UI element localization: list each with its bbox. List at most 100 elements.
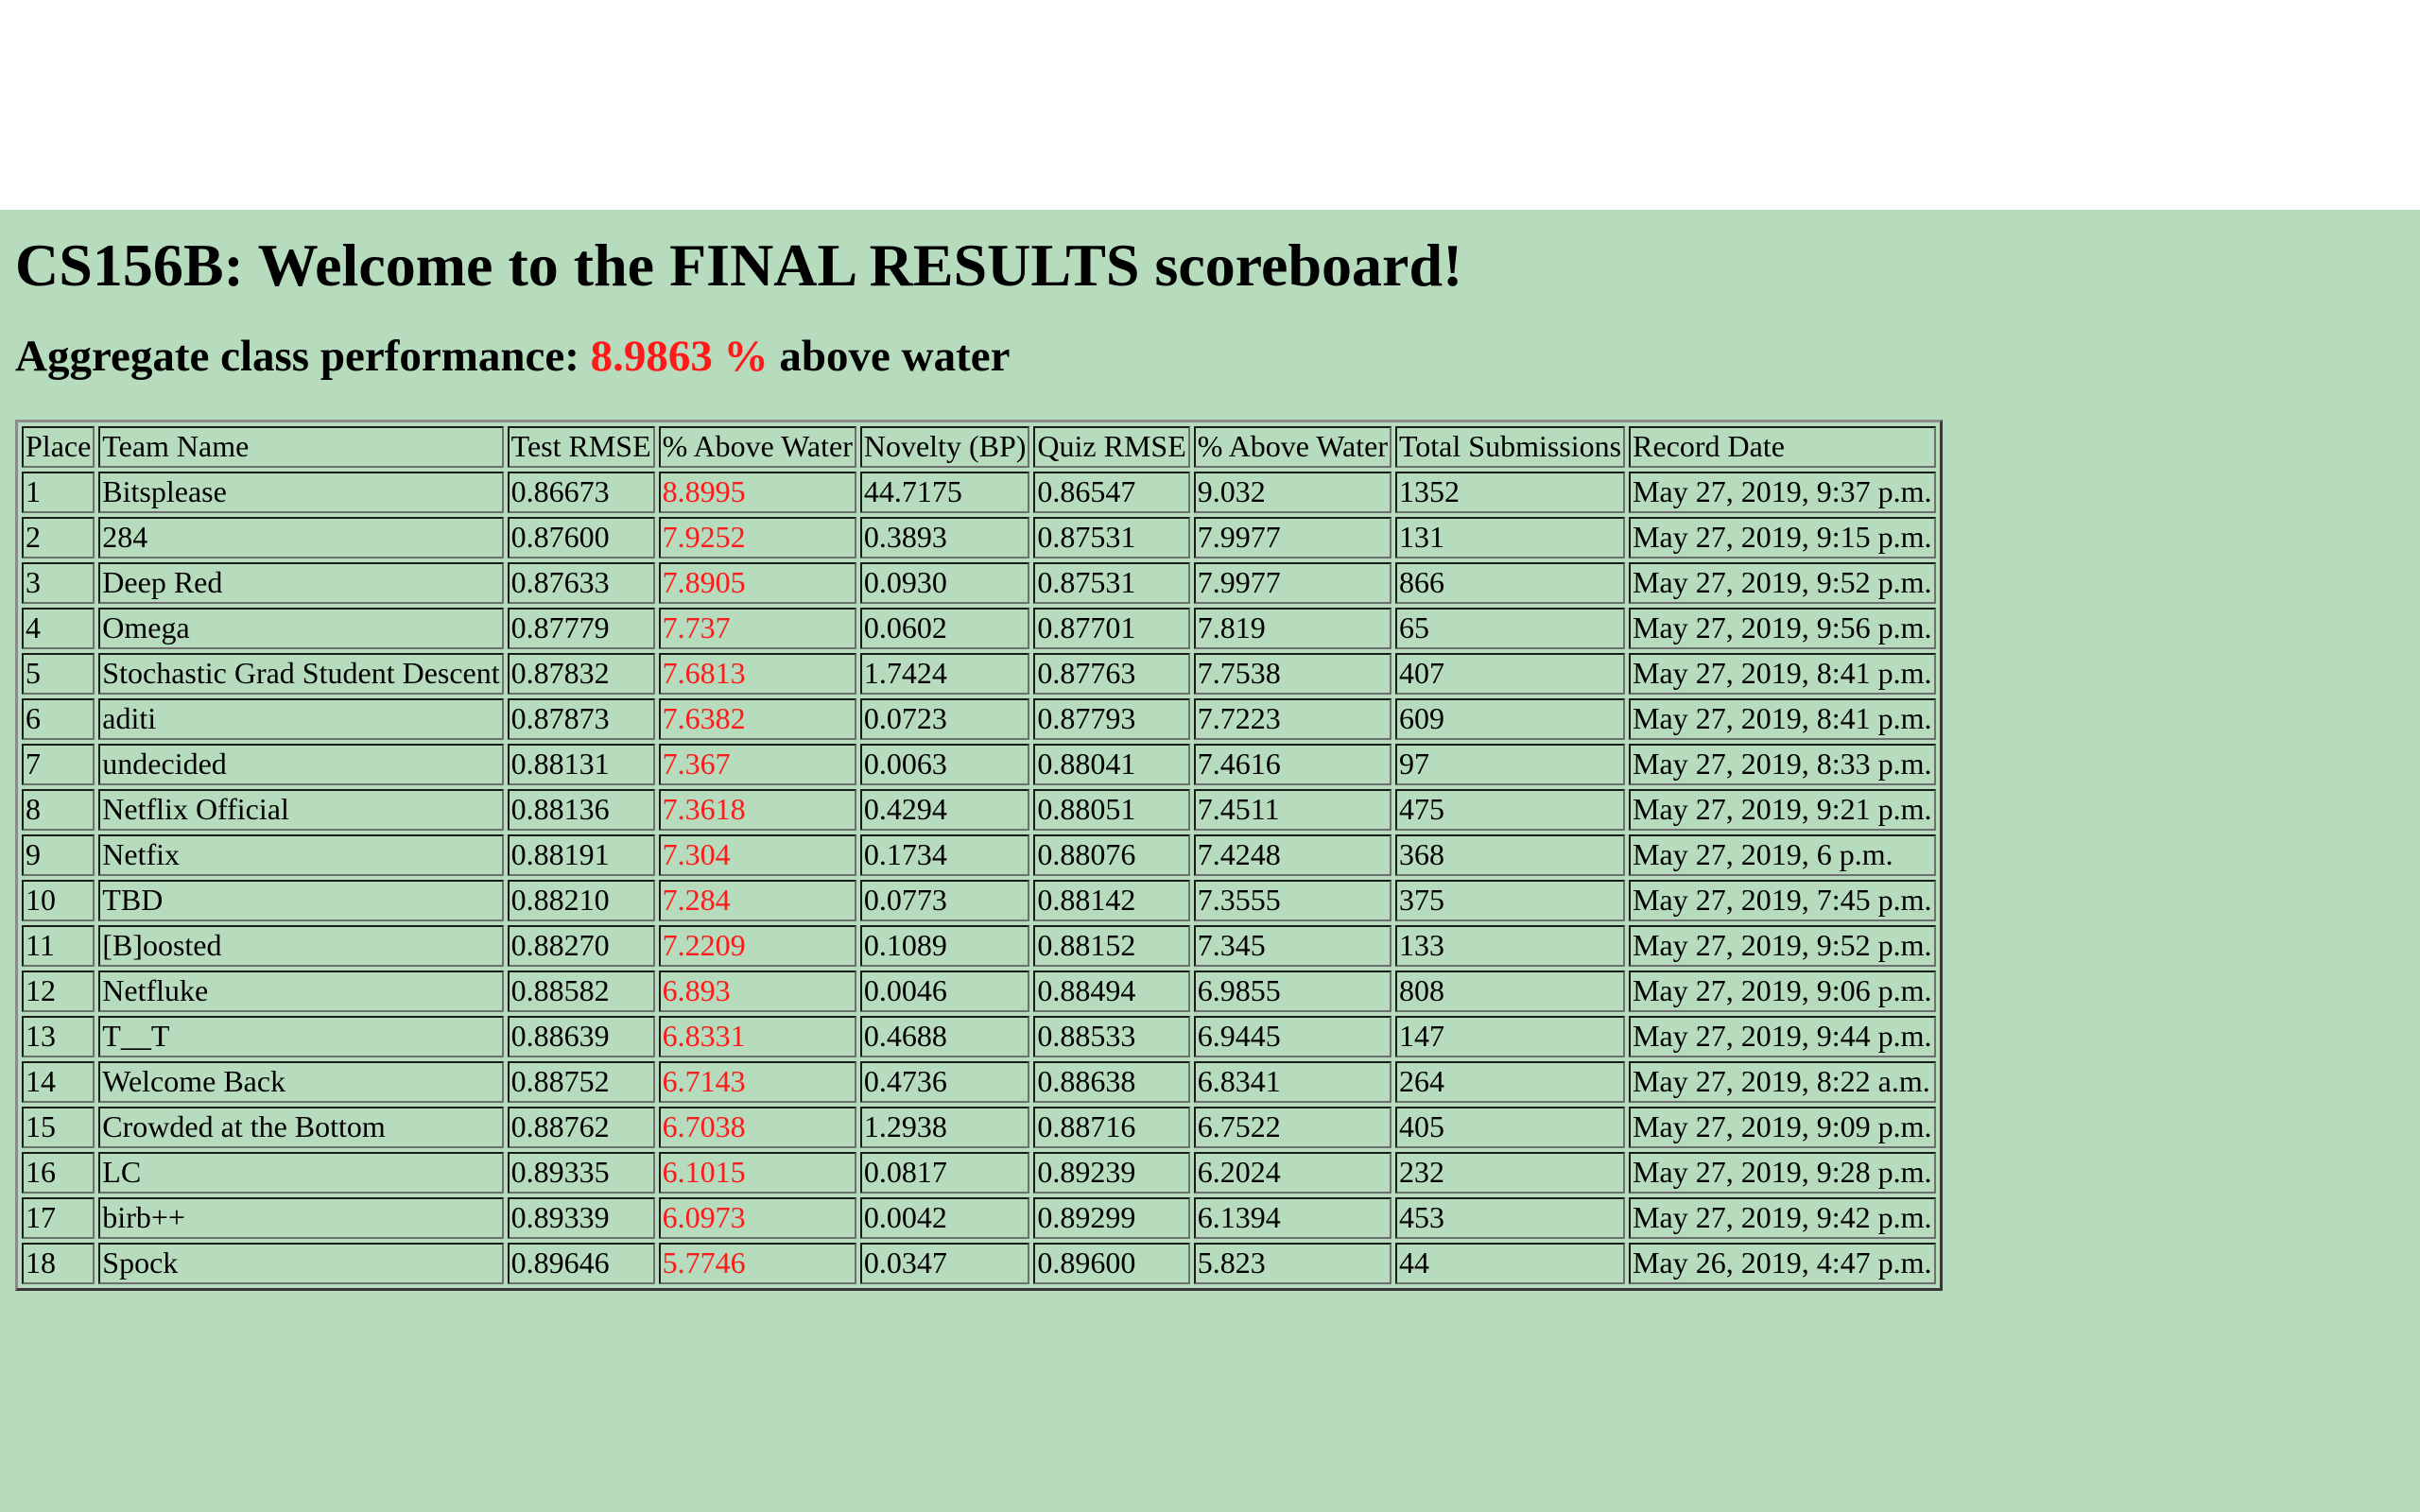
cell-total-submissions: 475 <box>1395 789 1625 831</box>
cell-test-rmse: 0.87873 <box>508 698 655 740</box>
cell-record-date: May 27, 2019, 9:37 p.m. <box>1629 472 1935 513</box>
cell-total-submissions: 866 <box>1395 562 1625 604</box>
cell-novelty: 1.2938 <box>860 1107 1030 1148</box>
cell-test-rmse: 0.88639 <box>508 1016 655 1057</box>
cell-quiz-above-water: 7.9977 <box>1194 562 1392 604</box>
cell-test-rmse: 0.87633 <box>508 562 655 604</box>
cell-team-name: Spock <box>98 1243 503 1284</box>
cell-place: 15 <box>22 1107 95 1148</box>
cell-quiz-above-water: 7.3555 <box>1194 880 1392 921</box>
cell-quiz-rmse: 0.87793 <box>1033 698 1189 740</box>
cell-record-date: May 27, 2019, 9:42 p.m. <box>1629 1197 1935 1239</box>
cell-total-submissions: 808 <box>1395 971 1625 1012</box>
cell-team-name: T__T <box>98 1016 503 1057</box>
cell-novelty: 1.7424 <box>860 653 1030 695</box>
cell-team-name: Deep Red <box>98 562 503 604</box>
cell-novelty: 0.4688 <box>860 1016 1030 1057</box>
header-quiz-above-water: % Above Water <box>1194 426 1392 468</box>
top-blank-area <box>0 0 2420 210</box>
cell-total-submissions: 133 <box>1395 925 1625 967</box>
cell-quiz-above-water: 7.7538 <box>1194 653 1392 695</box>
cell-quiz-above-water: 7.819 <box>1194 608 1392 649</box>
table-body: 1 Bitsplease 0.86673 8.8995 44.7175 0.86547 9.… <box>22 472 1936 1284</box>
cell-team-name: Netfluke <box>98 971 503 1012</box>
cell-test-above-water: 7.737 <box>659 608 856 649</box>
cell-quiz-rmse: 0.89299 <box>1033 1197 1189 1239</box>
cell-record-date: May 26, 2019, 4:47 p.m. <box>1629 1243 1935 1284</box>
cell-test-rmse: 0.88191 <box>508 834 655 876</box>
cell-record-date: May 27, 2019, 9:52 p.m. <box>1629 562 1935 604</box>
cell-team-name: TBD <box>98 880 503 921</box>
cell-quiz-rmse: 0.87531 <box>1033 562 1189 604</box>
cell-novelty: 0.0063 <box>860 744 1030 785</box>
cell-test-above-water: 6.0973 <box>659 1197 856 1239</box>
cell-quiz-above-water: 7.4511 <box>1194 789 1392 831</box>
cell-quiz-above-water: 7.9977 <box>1194 517 1392 558</box>
cell-record-date: May 27, 2019, 9:21 p.m. <box>1629 789 1935 831</box>
cell-novelty: 0.0602 <box>860 608 1030 649</box>
cell-quiz-above-water: 7.7223 <box>1194 698 1392 740</box>
table-row: 8 Netflix Official 0.88136 7.3618 0.4294 0.88… <box>22 789 1936 831</box>
cell-test-rmse: 0.89646 <box>508 1243 655 1284</box>
cell-quiz-rmse: 0.88051 <box>1033 789 1189 831</box>
cell-test-rmse: 0.88136 <box>508 789 655 831</box>
cell-record-date: May 27, 2019, 9:06 p.m. <box>1629 971 1935 1012</box>
cell-quiz-rmse: 0.88494 <box>1033 971 1189 1012</box>
table-row: 4 Omega 0.87779 7.737 0.0602 0.87701 7.819 65 Ma… <box>22 608 1936 649</box>
scoreboard-table: Place Team Name Test RMSE % Above Water … <box>15 420 1943 1291</box>
cell-quiz-rmse: 0.87531 <box>1033 517 1189 558</box>
cell-record-date: May 27, 2019, 9:15 p.m. <box>1629 517 1935 558</box>
cell-total-submissions: 232 <box>1395 1152 1625 1194</box>
cell-novelty: 0.3893 <box>860 517 1030 558</box>
cell-team-name: Omega <box>98 608 503 649</box>
cell-test-above-water: 6.8331 <box>659 1016 856 1057</box>
cell-novelty: 0.0723 <box>860 698 1030 740</box>
cell-test-above-water: 7.304 <box>659 834 856 876</box>
aggregate-label: Aggregate class performance: <box>15 332 591 381</box>
cell-test-above-water: 6.893 <box>659 971 856 1012</box>
cell-novelty: 0.4294 <box>860 789 1030 831</box>
cell-test-rmse: 0.88131 <box>508 744 655 785</box>
cell-team-name: Netfix <box>98 834 503 876</box>
cell-place: 9 <box>22 834 95 876</box>
page-title: CS156B: Welcome to the FINAL RESULTS sco… <box>15 225 2405 299</box>
header-total-submissions: Total Submissions <box>1395 426 1625 468</box>
cell-quiz-rmse: 0.87763 <box>1033 653 1189 695</box>
cell-place: 4 <box>22 608 95 649</box>
cell-test-rmse: 0.88582 <box>508 971 655 1012</box>
aggregate-suffix: above water <box>769 332 1011 381</box>
cell-total-submissions: 131 <box>1395 517 1625 558</box>
cell-team-name: Crowded at the Bottom <box>98 1107 503 1148</box>
cell-novelty: 0.0046 <box>860 971 1030 1012</box>
cell-test-rmse: 0.86673 <box>508 472 655 513</box>
cell-total-submissions: 44 <box>1395 1243 1625 1284</box>
cell-test-above-water: 6.7143 <box>659 1061 856 1103</box>
cell-novelty: 0.1734 <box>860 834 1030 876</box>
cell-place: 17 <box>22 1197 95 1239</box>
cell-place: 18 <box>22 1243 95 1284</box>
cell-novelty: 44.7175 <box>860 472 1030 513</box>
cell-quiz-above-water: 6.1394 <box>1194 1197 1392 1239</box>
table-row: 2 284 0.87600 7.9252 0.3893 0.87531 7.9977 131 M… <box>22 517 1936 558</box>
table-row: 16 LC 0.89335 6.1015 0.0817 0.89239 6.2024 232 M… <box>22 1152 1936 1194</box>
cell-test-above-water: 7.3618 <box>659 789 856 831</box>
cell-quiz-rmse: 0.88041 <box>1033 744 1189 785</box>
cell-test-above-water: 7.367 <box>659 744 856 785</box>
cell-total-submissions: 453 <box>1395 1197 1625 1239</box>
cell-novelty: 0.0930 <box>860 562 1030 604</box>
cell-total-submissions: 147 <box>1395 1016 1625 1057</box>
cell-team-name: Bitsplease <box>98 472 503 513</box>
cell-place: 2 <box>22 517 95 558</box>
cell-test-above-water: 7.8905 <box>659 562 856 604</box>
table-row: 14 Welcome Back 0.88752 6.7143 0.4736 0.88638… <box>22 1061 1936 1103</box>
cell-team-name: birb++ <box>98 1197 503 1239</box>
cell-novelty: 0.0817 <box>860 1152 1030 1194</box>
table-row: 7 undecided 0.88131 7.367 0.0063 0.88041 7.461… <box>22 744 1936 785</box>
cell-total-submissions: 368 <box>1395 834 1625 876</box>
cell-quiz-rmse: 0.88533 <box>1033 1016 1189 1057</box>
header-record-date: Record Date <box>1629 426 1935 468</box>
cell-team-name: LC <box>98 1152 503 1194</box>
cell-test-above-water: 7.6813 <box>659 653 856 695</box>
cell-total-submissions: 1352 <box>1395 472 1625 513</box>
cell-record-date: May 27, 2019, 8:41 p.m. <box>1629 653 1935 695</box>
